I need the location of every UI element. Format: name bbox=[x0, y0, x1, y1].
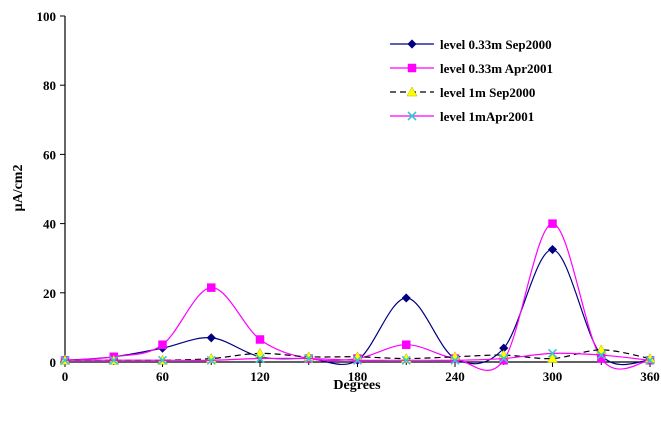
series-2 bbox=[60, 219, 655, 371]
data-point bbox=[255, 353, 265, 364]
data-point bbox=[304, 353, 314, 364]
legend: level 0.33m Sep2000 level 0.33m Apr2001 le… bbox=[390, 37, 553, 124]
y-axis-label: µA/cm2 bbox=[11, 165, 26, 212]
series-line bbox=[64, 222, 651, 371]
x-tick-label: 180 bbox=[348, 369, 368, 384]
x-tick-label: 60 bbox=[156, 369, 169, 384]
x-tick-label: 240 bbox=[445, 369, 465, 384]
legend-marker bbox=[407, 63, 417, 73]
data-point bbox=[401, 355, 411, 365]
y-tick-label: 40 bbox=[43, 217, 56, 232]
x-tick-label: 0 bbox=[62, 369, 69, 384]
y-tick-label: 80 bbox=[43, 78, 56, 93]
legend-item-2: level 0.33m Apr2001 bbox=[390, 61, 553, 76]
data-point bbox=[352, 355, 363, 365]
legend-item-4: level 1mApr2001 bbox=[390, 109, 534, 124]
data-point bbox=[206, 355, 216, 365]
y-tick-label: 20 bbox=[43, 286, 56, 301]
y-tick-label: 100 bbox=[37, 9, 57, 24]
data-point bbox=[109, 355, 119, 365]
x-tick-label: 300 bbox=[543, 369, 563, 384]
y-tick-label: 60 bbox=[43, 147, 56, 162]
y-tick-label: 0 bbox=[50, 355, 57, 370]
x-tick-label: 360 bbox=[640, 369, 660, 384]
data-point bbox=[401, 293, 411, 303]
data-point bbox=[547, 348, 558, 358]
data-point bbox=[207, 283, 216, 292]
data-point bbox=[157, 355, 168, 365]
legend-item-3: level 1m Sep2000 bbox=[390, 85, 535, 100]
legend-label: level 1m Sep2000 bbox=[440, 85, 535, 100]
series-1 bbox=[60, 244, 655, 366]
data-point bbox=[206, 333, 216, 343]
x-tick-label: 120 bbox=[250, 369, 270, 384]
legend-marker bbox=[406, 86, 418, 97]
legend-label: level 1mApr2001 bbox=[440, 109, 534, 124]
legend-label: level 0.33m Apr2001 bbox=[440, 61, 553, 76]
data-point bbox=[596, 350, 606, 360]
legend-marker bbox=[407, 39, 417, 49]
legend-marker bbox=[407, 111, 417, 121]
series-layer bbox=[59, 219, 656, 371]
x-axis-label: Degrees bbox=[333, 378, 381, 393]
legend-label: level 0.33m Sep2000 bbox=[440, 37, 552, 52]
data-point bbox=[499, 353, 509, 364]
data-point bbox=[548, 219, 557, 228]
data-point bbox=[60, 355, 70, 365]
data-point bbox=[402, 340, 411, 349]
data-point bbox=[645, 355, 655, 365]
data-point bbox=[547, 353, 558, 363]
series-4 bbox=[60, 348, 655, 365]
data-point bbox=[547, 244, 558, 255]
legend-item-1: level 0.33m Sep2000 bbox=[390, 37, 552, 52]
data-point bbox=[255, 335, 265, 344]
data-point bbox=[450, 355, 460, 365]
series-line bbox=[64, 248, 651, 366]
data-point bbox=[158, 340, 167, 349]
axes: 0 20 40 60 80 100 0 60 120 180 240 300 360 bbox=[37, 9, 660, 384]
